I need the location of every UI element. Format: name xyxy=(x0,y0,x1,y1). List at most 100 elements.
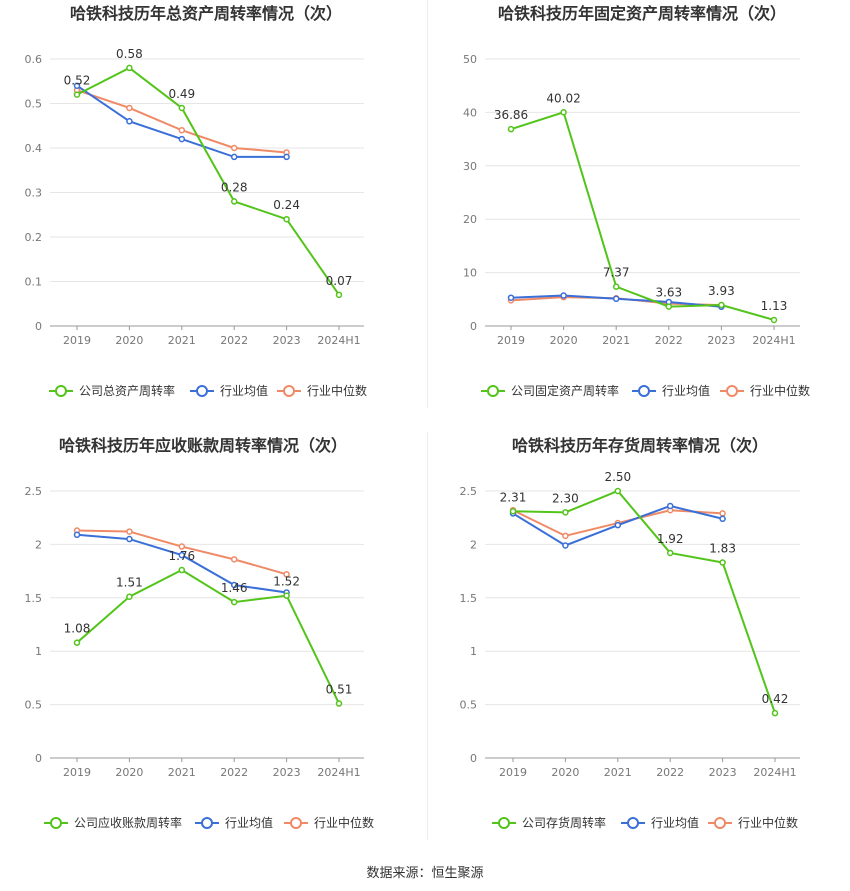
x-tick-label: 2019 xyxy=(63,766,91,779)
x-tick-label: 2023 xyxy=(273,334,301,347)
data-label: 0.52 xyxy=(64,74,91,88)
data-label: 1.92 xyxy=(657,532,684,546)
data-point-company xyxy=(666,549,674,557)
data-label: 0.42 xyxy=(762,692,789,706)
data-point-industry_avg xyxy=(507,294,515,301)
y-tick-label: 0.5 xyxy=(460,699,478,712)
data-point-company xyxy=(73,91,81,98)
x-tick-label: 2024H1 xyxy=(752,334,795,347)
data-point-industry_avg xyxy=(719,515,726,523)
data-point-industry_avg xyxy=(614,521,622,529)
chart-title: 哈铁科技历年存货周转率情况（次） xyxy=(512,436,768,455)
data-point-company xyxy=(335,700,343,707)
x-tick-label: 2022 xyxy=(656,766,684,779)
y-tick-label: 10 xyxy=(463,267,477,280)
x-tick-label: 2020 xyxy=(550,334,578,347)
data-label: 2.50 xyxy=(604,470,631,484)
data-point-company xyxy=(335,291,343,299)
data-point-company xyxy=(614,487,622,495)
data-label: 2.31 xyxy=(500,490,527,504)
data-label: 1.83 xyxy=(709,542,736,556)
vertical-divider-bottom xyxy=(427,432,428,840)
y-tick-label: 2 xyxy=(35,538,42,551)
x-tick-label: 2020 xyxy=(551,766,579,779)
data-point-company xyxy=(665,303,673,310)
legend-label-company: 公司存货周转率 xyxy=(522,815,606,830)
x-tick-label: 2019 xyxy=(499,766,527,779)
y-tick-label: 0.6 xyxy=(25,53,43,66)
y-tick-label: 40 xyxy=(463,106,477,119)
legend-marker-industry_median xyxy=(283,385,295,397)
data-label: 0.58 xyxy=(116,47,143,61)
legend-marker-industry_avg xyxy=(627,817,639,829)
legend-marker-industry_median xyxy=(714,817,726,829)
data-label: 40.02 xyxy=(546,91,580,105)
y-tick-label: 2.5 xyxy=(25,485,43,498)
data-point-industry_avg xyxy=(560,292,567,299)
legend-label-industry_avg: 行业均值 xyxy=(651,815,699,830)
y-tick-label: 50 xyxy=(463,53,477,66)
data-point-industry_median xyxy=(126,104,133,112)
data-point-industry_median xyxy=(719,510,726,517)
x-tick-label: 2023 xyxy=(273,766,301,779)
legend-marker-industry_median xyxy=(726,385,738,397)
y-tick-label: 0 xyxy=(35,320,42,333)
x-tick-label: 2019 xyxy=(63,334,91,347)
legend-marker-industry_avg xyxy=(196,385,208,397)
data-label: 1.08 xyxy=(64,622,91,636)
y-tick-label: 0.3 xyxy=(25,187,43,200)
data-label: 1.76 xyxy=(168,549,195,563)
data-point-company xyxy=(509,508,517,515)
data-point-company xyxy=(178,104,186,112)
legend-label-industry_median: 行业中位数 xyxy=(750,383,810,398)
data-point-company xyxy=(770,316,778,324)
data-point-company xyxy=(562,509,569,516)
y-tick-label: 0.5 xyxy=(25,699,43,712)
data-point-company xyxy=(507,125,515,133)
data-point-company xyxy=(719,559,726,566)
y-tick-label: 1 xyxy=(35,645,42,658)
chart-title: 哈铁科技历年应收账款周转率情况（次） xyxy=(59,436,347,455)
data-label: 0.49 xyxy=(168,87,195,101)
data-label: 0.28 xyxy=(221,180,248,194)
y-tick-label: 0 xyxy=(470,320,477,333)
y-tick-label: 0.2 xyxy=(25,231,43,244)
x-tick-label: 2024H1 xyxy=(317,766,360,779)
data-label: 3.63 xyxy=(655,286,682,300)
data-point-company xyxy=(126,64,133,72)
data-label: 0.24 xyxy=(273,198,300,212)
data-point-company xyxy=(126,593,133,600)
data-point-industry_avg xyxy=(666,502,674,510)
y-tick-label: 0.1 xyxy=(25,276,43,289)
legend-label-industry_median: 行业中位数 xyxy=(307,383,367,398)
data-point-industry_median xyxy=(126,528,133,535)
x-tick-label: 2021 xyxy=(168,334,196,347)
data-point-industry_avg xyxy=(178,551,186,559)
chart-title: 哈铁科技历年固定资产周转率情况（次） xyxy=(498,4,786,23)
legend-label-industry_avg: 行业均值 xyxy=(662,383,710,398)
data-point-company xyxy=(283,592,290,599)
data-label: 3.93 xyxy=(708,284,735,298)
vertical-divider-top xyxy=(427,0,428,408)
legend-label-company: 公司总资产周转率 xyxy=(79,383,175,398)
data-source-note: 数据来源：恒生聚源 xyxy=(366,866,484,881)
data-label: 1.51 xyxy=(116,576,143,590)
data-point-industry_avg xyxy=(230,581,238,589)
data-point-industry_avg xyxy=(178,135,186,143)
data-point-industry_avg xyxy=(230,153,238,161)
data-point-company xyxy=(771,709,779,717)
data-label: 2.30 xyxy=(552,491,579,505)
y-tick-label: 30 xyxy=(463,160,477,173)
data-point-industry_median xyxy=(178,543,186,550)
data-point-industry_avg xyxy=(73,531,81,539)
data-point-industry_median xyxy=(230,556,238,563)
chart-panel-4: 哈铁科技历年存货周转率情况（次） 0 0.5 1 1.5 2 2.5 2019 2020 2021… xyxy=(460,436,800,830)
data-point-company xyxy=(73,639,81,646)
data-point-industry_median xyxy=(562,532,569,540)
y-tick-label: 1 xyxy=(470,645,477,658)
data-label: 36.86 xyxy=(494,108,528,122)
data-point-industry_avg xyxy=(283,153,290,161)
y-tick-label: 2.5 xyxy=(460,485,478,498)
